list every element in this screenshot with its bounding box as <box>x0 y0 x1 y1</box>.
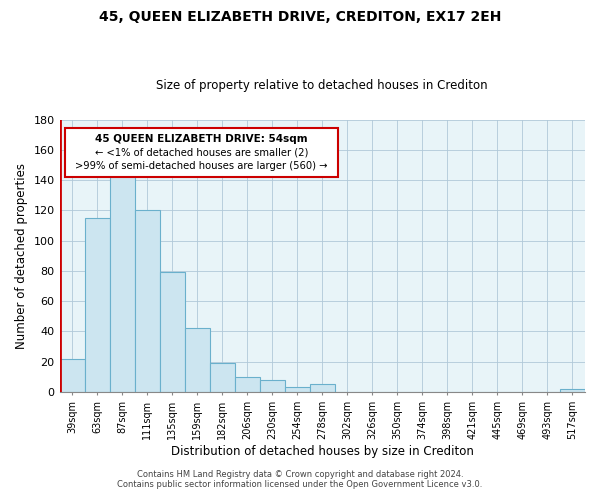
Bar <box>85 218 110 392</box>
X-axis label: Distribution of detached houses by size in Crediton: Distribution of detached houses by size … <box>171 444 474 458</box>
Bar <box>59 358 85 392</box>
Bar <box>185 328 209 392</box>
Bar <box>110 170 134 392</box>
Text: Contains HM Land Registry data © Crown copyright and database right 2024.
Contai: Contains HM Land Registry data © Crown c… <box>118 470 482 489</box>
Text: 45, QUEEN ELIZABETH DRIVE, CREDITON, EX17 2EH: 45, QUEEN ELIZABETH DRIVE, CREDITON, EX1… <box>99 10 501 24</box>
Bar <box>285 388 310 392</box>
Bar <box>134 210 160 392</box>
Y-axis label: Number of detached properties: Number of detached properties <box>15 162 28 348</box>
Bar <box>310 384 335 392</box>
Bar <box>209 363 235 392</box>
Title: Size of property relative to detached houses in Crediton: Size of property relative to detached ho… <box>157 79 488 92</box>
FancyBboxPatch shape <box>65 128 338 177</box>
Text: >99% of semi-detached houses are larger (560) →: >99% of semi-detached houses are larger … <box>75 161 328 171</box>
Text: 45 QUEEN ELIZABETH DRIVE: 54sqm: 45 QUEEN ELIZABETH DRIVE: 54sqm <box>95 134 308 143</box>
Bar <box>260 380 285 392</box>
Bar <box>560 389 585 392</box>
Bar <box>235 377 260 392</box>
Bar <box>160 272 185 392</box>
Text: ← <1% of detached houses are smaller (2): ← <1% of detached houses are smaller (2) <box>95 147 308 157</box>
